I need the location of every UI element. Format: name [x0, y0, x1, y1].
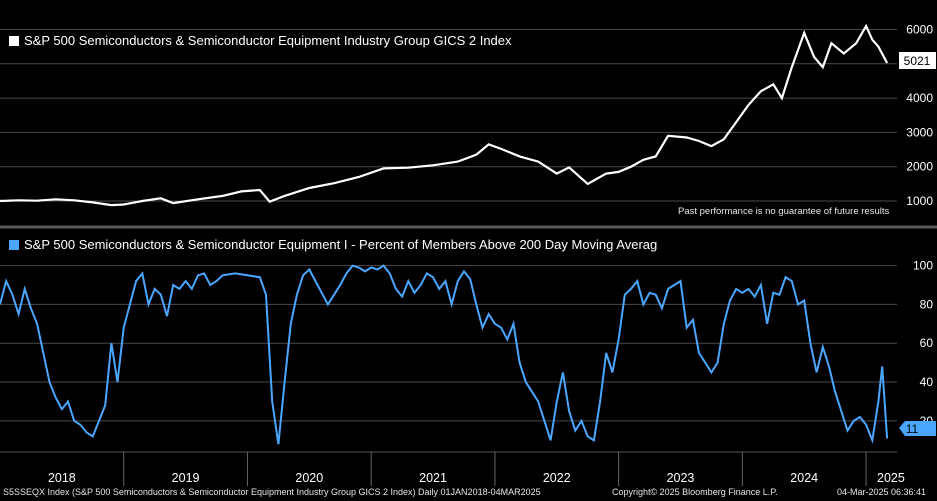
top-y-tick-label: 2000	[906, 160, 933, 174]
footer-timestamp: 04-Mar-2025 06:36:41	[837, 487, 927, 497]
semiconductor-index-line	[0, 23, 889, 207]
x-tick-label: 2025	[877, 471, 905, 485]
x-tick-label: 2021	[419, 471, 447, 485]
footer-copyright: Copyright© 2025 Bloomberg Finance L.P.	[612, 487, 778, 497]
x-axis-ticks: 2018 2019 2020 2021 2022 2023 2024 2025	[48, 452, 905, 486]
top-last-value-tag: 5021	[899, 52, 936, 69]
top-y-tick-label: 3000	[906, 125, 933, 139]
bottom-legend-label: S&P 500 Semiconductors & Semiconductor E…	[24, 237, 658, 252]
top-last-value: 5021	[904, 54, 931, 68]
x-tick-label: 2019	[172, 471, 200, 485]
bottom-legend: S&P 500 Semiconductors & Semiconductor E…	[9, 237, 657, 252]
percent-above-200dma-line	[0, 264, 889, 445]
top-y-tick-label: 6000	[906, 22, 933, 36]
x-tick-label: 2024	[790, 471, 818, 485]
bottom-last-value: 11	[906, 422, 919, 436]
top-legend-swatch	[9, 36, 19, 46]
bottom-legend-swatch	[9, 240, 19, 250]
disclaimer: Past performance is no guarantee of futu…	[678, 206, 890, 217]
bottom-chart-gridlines	[0, 265, 897, 422]
x-tick-label: 2018	[48, 471, 76, 485]
top-y-tick-label: 1000	[906, 194, 933, 208]
x-tick-label: 2020	[295, 471, 323, 485]
x-tick-label: 2022	[543, 471, 571, 485]
top-legend-label: S&P 500 Semiconductors & Semiconductor E…	[24, 33, 512, 48]
footer-ticker: S5SSEQX Index (S&P 500 Semiconductors & …	[3, 487, 541, 497]
bottom-y-tick-label: 100	[913, 259, 933, 273]
bottom-y-tick-label: 60	[920, 336, 934, 350]
bottom-last-value-tag: 11	[899, 421, 936, 436]
x-tick-label: 2023	[667, 471, 695, 485]
top-y-tick-label: 4000	[906, 91, 933, 105]
bottom-y-tick-label: 80	[920, 297, 934, 311]
top-legend: S&P 500 Semiconductors & Semiconductor E…	[9, 33, 512, 48]
bottom-y-tick-label: 40	[920, 375, 934, 389]
